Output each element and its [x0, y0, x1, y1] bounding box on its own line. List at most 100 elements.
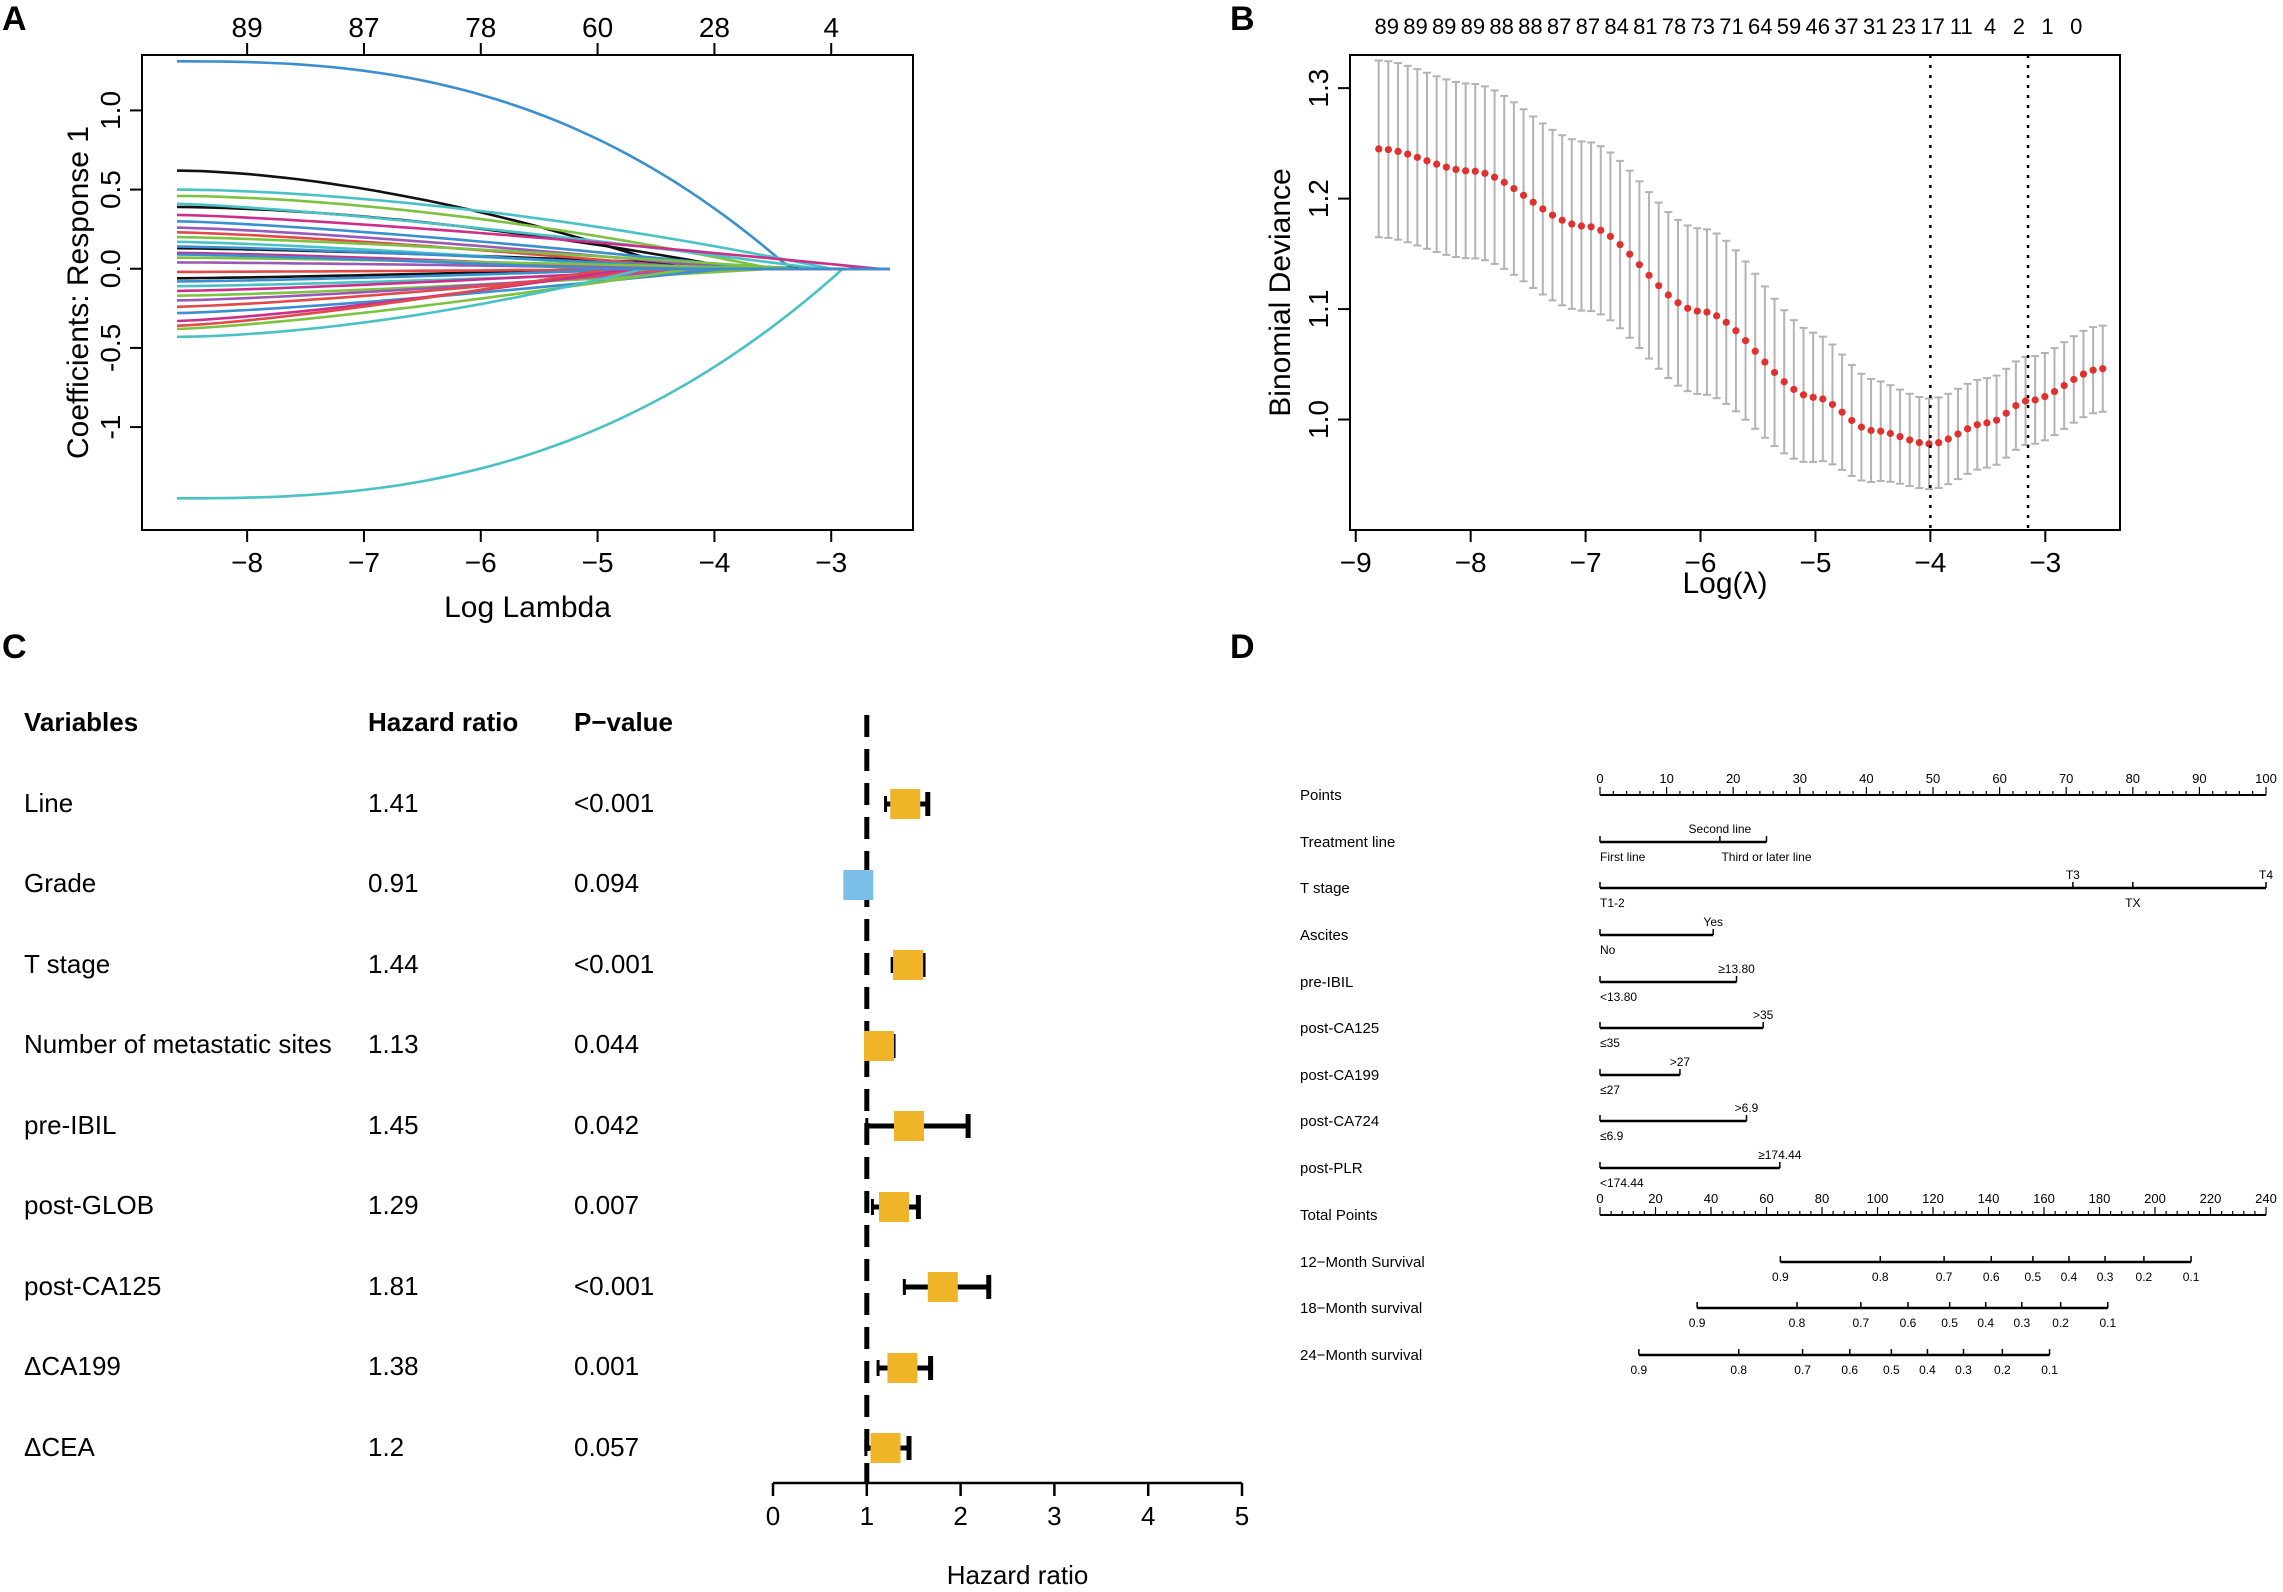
deviance-point [2089, 366, 2097, 374]
top-count-label: 0 [2070, 14, 2082, 39]
nomogram-row-label: 18−Month survival [1300, 1300, 1422, 1317]
coefficient-path [177, 59, 890, 271]
top-count-label: 89 [1374, 14, 1398, 39]
x-tick-label: 3 [1047, 1501, 1061, 1531]
scale-tick-label: 80 [1815, 1191, 1829, 1206]
x-tick-label: 4 [1141, 1501, 1155, 1531]
top-count-label: 78 [1662, 14, 1686, 39]
nomogram-row-label: Points [1300, 787, 1342, 804]
panel-letter-a: A [2, 0, 27, 38]
x-axis-label: Log Lambda [444, 591, 611, 624]
scale-tick-label: 100 [2255, 771, 2277, 786]
forest-hr: 1.44 [368, 949, 419, 979]
deviance-point [1606, 232, 1615, 241]
deviance-point [1799, 391, 1808, 399]
factor-level-label: Yes [1703, 915, 1723, 929]
y-tick-label: 1.1 [1303, 290, 1334, 329]
scale-tick-label: 80 [2126, 771, 2140, 786]
deviance-point [1490, 173, 1499, 181]
nomogram-row-label: post-CA125 [1300, 1020, 1379, 1037]
deviance-point [1616, 240, 1624, 249]
x-tick-label: 1 [860, 1501, 874, 1531]
deviance-point [1645, 271, 1653, 279]
x-tick-label: 2 [953, 1501, 967, 1531]
probability-tick-label: 0.6 [1841, 1363, 1858, 1377]
deviance-point [1462, 167, 1470, 175]
probability-tick-label: 0.7 [1794, 1363, 1811, 1377]
top-count-label: 84 [1604, 14, 1628, 39]
top-tick-label: 89 [232, 12, 263, 43]
hazard-ratio-box [863, 1031, 894, 1061]
hazard-ratio-box [927, 1272, 958, 1302]
deviance-point [1587, 223, 1595, 231]
deviance-point [1597, 226, 1605, 234]
deviance-point [1964, 425, 1972, 433]
scale-tick-label: 0 [1596, 1191, 1603, 1206]
factor-level-label: Third or later line [1721, 850, 1811, 864]
top-count-label: 2 [2013, 14, 2025, 39]
forest-p: 0.007 [574, 1190, 640, 1220]
probability-tick-label: 0.1 [2099, 1316, 2116, 1330]
plot-frame [1349, 54, 2121, 531]
nomogram-row-label: pre-IBIL [1300, 974, 1353, 991]
factor-level-label: No [1600, 943, 1616, 957]
probability-tick-label: 0.7 [1936, 1270, 1953, 1284]
probability-tick-label: 0.2 [2136, 1270, 2153, 1284]
nomogram-row-label: Ascites [1300, 927, 1348, 944]
hazard-ratio-box [870, 1433, 901, 1463]
top-count-label: 88 [1489, 14, 1513, 39]
top-count-label: 64 [1748, 14, 1772, 39]
plot-frame [141, 54, 914, 531]
forest-header-p-value: P−value [574, 707, 674, 737]
x-tick-label: −3 [815, 547, 847, 578]
deviance-point [1655, 282, 1663, 290]
deviance-point [1741, 337, 1750, 345]
factor-level-label: >35 [1753, 1008, 1774, 1022]
top-count-label: 71 [1719, 14, 1743, 39]
factor-level-label: ≥174.44 [1758, 1148, 1802, 1162]
probability-tick-label: 0.4 [2061, 1270, 2078, 1284]
deviance-point [1935, 439, 1943, 447]
deviance-point [1548, 211, 1557, 219]
deviance-point [1828, 400, 1837, 409]
top-count-label: 87 [1576, 14, 1600, 39]
deviance-point [1664, 291, 1672, 299]
scale-tick-label: 200 [2144, 1191, 2166, 1206]
deviance-point [1674, 299, 1682, 307]
x-tick-label: −5 [582, 547, 614, 578]
top-tick-label: 28 [699, 12, 730, 43]
x-tick-label: −6 [1685, 547, 1717, 578]
forest-hr: 1.45 [368, 1110, 419, 1140]
forest-variable: post-CA125 [24, 1271, 162, 1301]
top-tick-label: 87 [348, 12, 379, 43]
deviance-point [2099, 365, 2107, 373]
panel-letter-b: B [1230, 0, 1255, 38]
factor-level-label: >27 [1670, 1055, 1691, 1069]
deviance-point [1751, 347, 1759, 355]
top-count-label: 89 [1461, 14, 1485, 39]
scale-tick-label: 60 [1759, 1191, 1773, 1206]
probability-tick-label: 0.9 [1689, 1316, 1706, 1330]
x-tick-label: 0 [766, 1501, 780, 1531]
deviance-point [1626, 250, 1634, 258]
scale-tick-label: 180 [2089, 1191, 2111, 1206]
probability-tick-label: 0.8 [1730, 1363, 1747, 1377]
probability-tick-label: 0.2 [2052, 1316, 2069, 1330]
hazard-ratio-box [843, 870, 874, 900]
nomogram-row-label: T stage [1300, 880, 1350, 897]
deviance-point [2002, 409, 2010, 417]
top-tick-label: 60 [582, 12, 613, 43]
factor-level-label: <13.80 [1600, 990, 1637, 1004]
top-count-label: 46 [1805, 14, 1829, 39]
forest-hr: 0.91 [368, 868, 419, 898]
hazard-ratio-box [894, 1111, 925, 1141]
x-tick-label: −8 [231, 547, 263, 578]
probability-tick-label: 0.5 [1883, 1363, 1900, 1377]
probability-tick-label: 0.6 [1900, 1316, 1917, 1330]
panel-letter-d: D [1230, 628, 1255, 666]
forest-variable: T stage [24, 949, 111, 979]
probability-tick-label: 0.8 [1872, 1270, 1889, 1284]
scale-tick-label: 50 [1926, 771, 1940, 786]
deviance-point [1838, 408, 1846, 416]
top-count-label: 11 [1950, 14, 1973, 39]
